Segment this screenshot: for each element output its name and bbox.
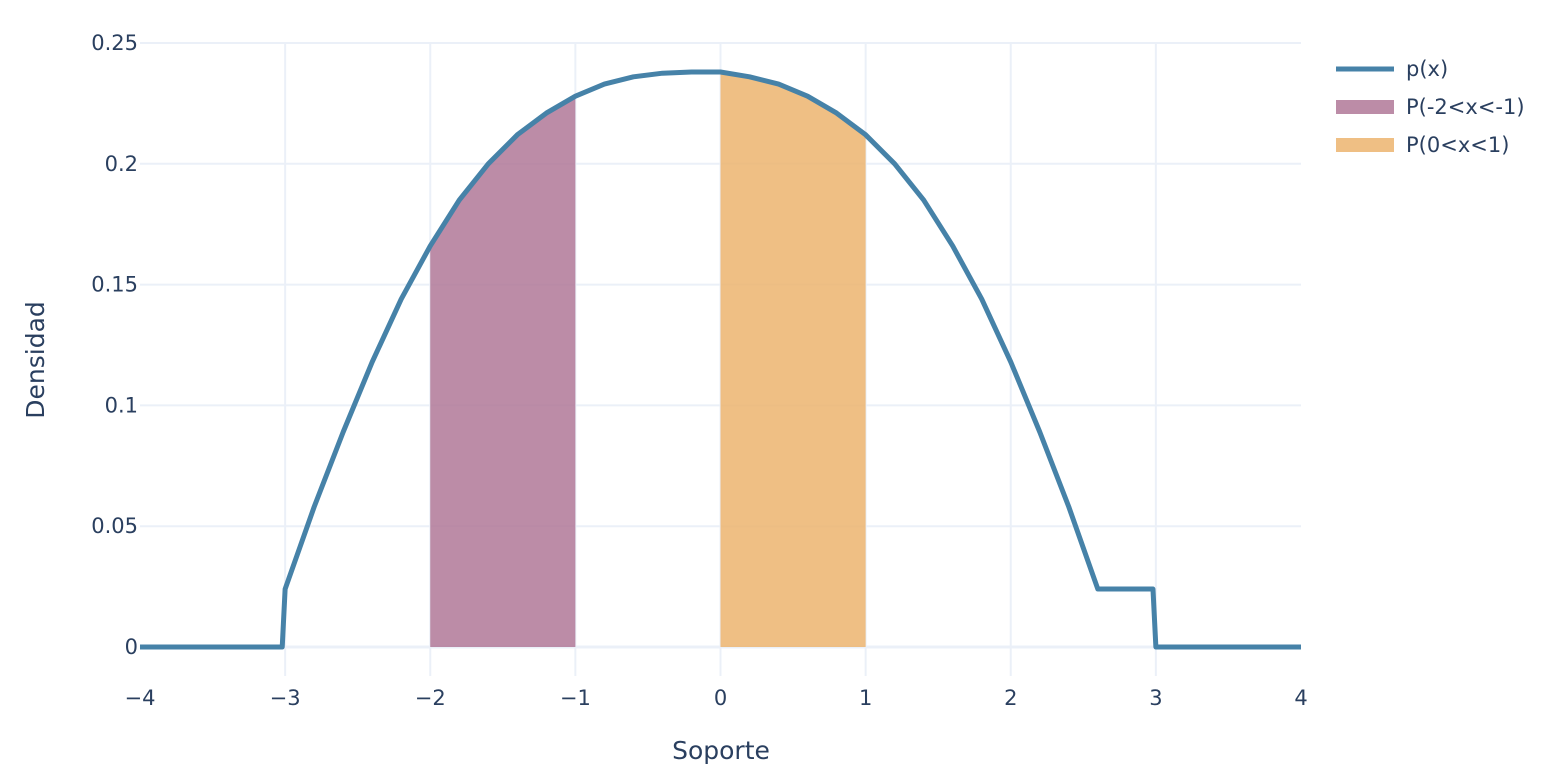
density-curve xyxy=(140,69,1301,650)
x-tick-label: −3 xyxy=(270,686,301,710)
x-tick-label: −2 xyxy=(415,686,446,710)
legend-label: p(x) xyxy=(1406,57,1448,81)
x-tick-label: 0 xyxy=(714,686,727,710)
y-tick-label: 0.2 xyxy=(105,152,138,176)
x-tick-label: −1 xyxy=(560,686,591,710)
x-tick-label: 3 xyxy=(1149,686,1162,710)
shaded-area-1 xyxy=(430,96,576,648)
legend-item[interactable]: P(-2<x<-1) xyxy=(1336,95,1525,119)
legend[interactable]: p(x) P(-2<x<-1) P(0<x<1) xyxy=(1336,57,1525,157)
density-curve-layer xyxy=(140,69,1301,650)
x-tick-label: 1 xyxy=(859,686,872,710)
y-axis-ticks: 0 0.05 0.1 0.15 0.2 0.25 xyxy=(91,31,138,659)
x-axis-title: Soporte xyxy=(672,736,770,765)
y-tick-label: 0.1 xyxy=(105,393,138,417)
y-tick-label: 0 xyxy=(125,635,138,659)
shaded-area-2 xyxy=(720,71,866,648)
legend-swatch-area xyxy=(1336,138,1394,152)
legend-swatch-area xyxy=(1336,100,1394,114)
legend-label: P(-2<x<-1) xyxy=(1406,95,1525,119)
shaded-areas xyxy=(430,71,866,648)
legend-item[interactable]: p(x) xyxy=(1336,57,1448,81)
y-axis-title: Densidad xyxy=(21,301,50,419)
y-tick-label: 0.15 xyxy=(91,273,138,297)
legend-label: P(0<x<1) xyxy=(1406,133,1509,157)
x-tick-label: 2 xyxy=(1004,686,1017,710)
x-axis-ticks: −4 −3 −2 −1 0 1 2 3 4 xyxy=(125,686,1308,710)
x-tick-label: 4 xyxy=(1294,686,1307,710)
y-tick-label: 0.05 xyxy=(91,514,138,538)
x-tick-label: −4 xyxy=(125,686,156,710)
y-tick-label: 0.25 xyxy=(91,31,138,55)
legend-item[interactable]: P(0<x<1) xyxy=(1336,133,1509,157)
